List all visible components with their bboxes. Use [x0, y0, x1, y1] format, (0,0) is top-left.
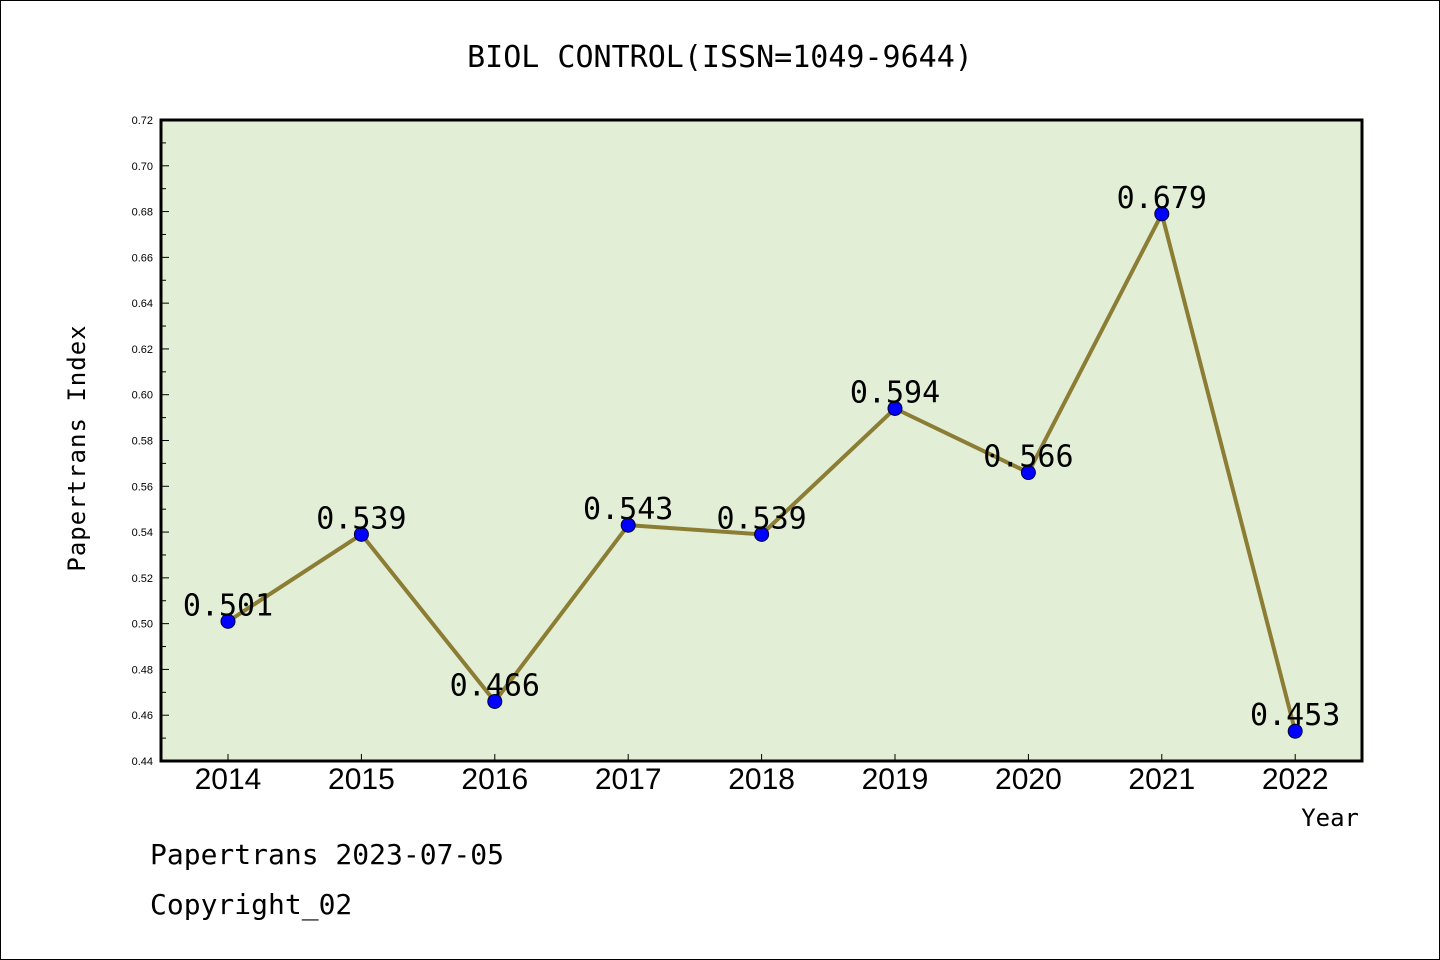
- data-point: [1020, 465, 1036, 481]
- data-label: 0.679: [1117, 181, 1207, 216]
- data-point: [620, 517, 636, 533]
- x-tick-label: 2016: [461, 763, 528, 796]
- series-group: 0.501 0.539 0.466 0.543 0.539 0.594 0.566 0.679…: [183, 181, 1340, 739]
- data-label: 0.466: [450, 668, 540, 703]
- chart-title: BIOL CONTROL(ISSN=1049-9644): [467, 40, 973, 75]
- data-point: [887, 400, 903, 416]
- y-tick-label: 0.68: [132, 207, 153, 219]
- y-tick-label: 0.56: [132, 481, 153, 493]
- y-tick-label: 0.44: [132, 756, 153, 768]
- x-tick-label: 2015: [328, 763, 395, 796]
- y-tick-label: 0.72: [132, 115, 153, 127]
- y-tick-label: 0.62: [132, 344, 153, 356]
- data-point: [1287, 723, 1303, 739]
- y-axis-label: Papertrans Index: [63, 324, 91, 571]
- data-point: [487, 693, 503, 709]
- footer-date: Papertrans 2023-07-05: [150, 838, 504, 871]
- x-tick-label: 2020: [995, 763, 1062, 796]
- y-tick-label: 0.46: [132, 710, 153, 722]
- y-tick-label: 0.54: [132, 527, 153, 539]
- x-axis: 2014 2015 2016 2017 2018 2019 2020 2021 2022: [195, 754, 1329, 796]
- y-tick-label: 0.50: [132, 619, 153, 631]
- x-tick-label: 2018: [728, 763, 795, 796]
- x-tick-label: 2014: [195, 763, 262, 796]
- data-point: [1154, 206, 1170, 222]
- x-axis-label: Year: [1301, 804, 1359, 832]
- y-tick-label: 0.52: [132, 573, 153, 585]
- y-tick-label: 0.48: [132, 664, 153, 676]
- y-tick-label: 0.60: [132, 390, 153, 402]
- y-axis: 0.44 0.46 0.48 0.50 0.52 0.54 0.56 0.58 0.60 0.62…: [132, 115, 169, 768]
- data-label: 0.594: [850, 375, 940, 410]
- y-tick-label: 0.70: [132, 161, 153, 173]
- x-tick-label: 2017: [595, 763, 662, 796]
- footer-copyright: Copyright_02: [150, 888, 352, 922]
- y-tick-label: 0.66: [132, 252, 153, 264]
- x-tick-label: 2021: [1128, 763, 1195, 796]
- data-point: [754, 526, 770, 542]
- data-point: [353, 526, 369, 542]
- data-point: [220, 613, 236, 629]
- x-tick-label: 2022: [1262, 763, 1329, 796]
- y-tick-label: 0.58: [132, 436, 153, 448]
- data-label: 0.453: [1250, 698, 1340, 733]
- data-label: 0.543: [583, 492, 673, 527]
- y-tick-label: 0.64: [132, 298, 153, 310]
- data-label: 0.539: [316, 501, 406, 536]
- x-tick-label: 2019: [862, 763, 929, 796]
- data-label: 0.501: [183, 588, 273, 623]
- data-label: 0.566: [983, 440, 1073, 475]
- data-label: 0.539: [716, 501, 806, 536]
- plot-area: [159, 118, 1364, 763]
